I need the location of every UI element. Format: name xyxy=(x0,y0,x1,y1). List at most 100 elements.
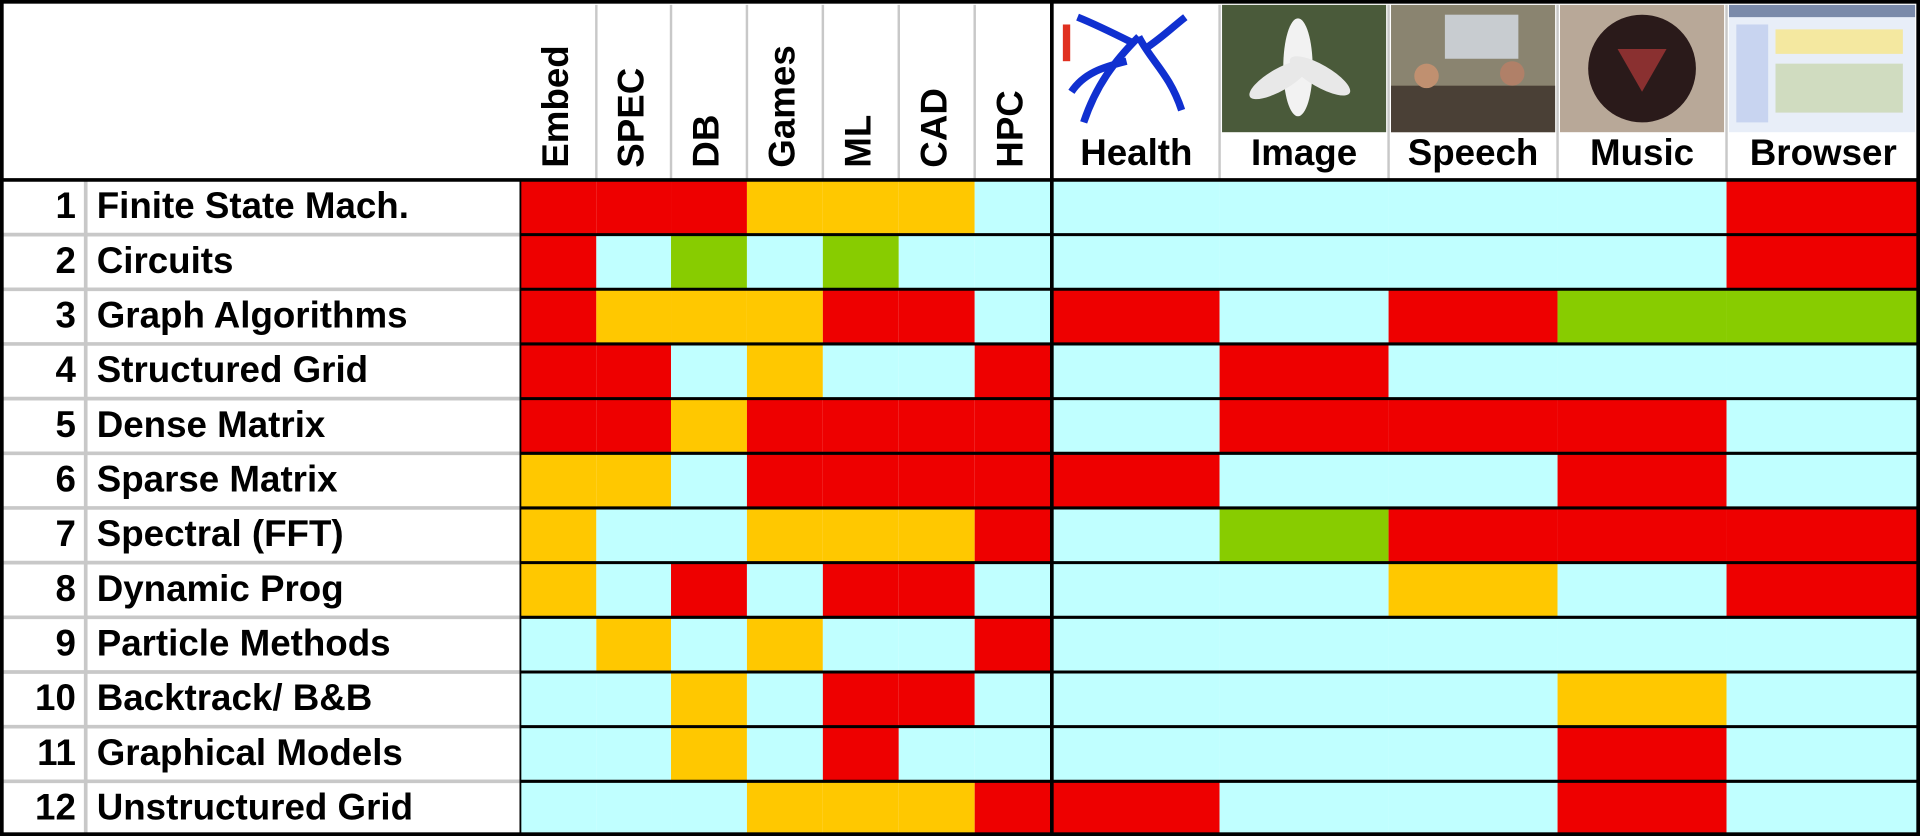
cell xyxy=(671,727,747,782)
cell xyxy=(596,180,671,235)
cell xyxy=(899,508,975,563)
cell xyxy=(899,672,975,727)
cell xyxy=(671,399,747,454)
cell xyxy=(899,344,975,399)
cell xyxy=(520,727,596,782)
column-label: ML xyxy=(838,115,879,168)
cell xyxy=(899,453,975,508)
cell xyxy=(899,617,975,672)
cell xyxy=(1558,235,1727,290)
app-label: Music xyxy=(1590,132,1694,173)
cell xyxy=(1053,235,1220,290)
row-number: 10 xyxy=(35,677,76,718)
row-number: 6 xyxy=(55,459,75,500)
cell xyxy=(1727,672,1920,727)
cell xyxy=(975,781,1053,836)
cell xyxy=(520,453,596,508)
cell xyxy=(1727,563,1920,618)
cell xyxy=(975,453,1053,508)
cell xyxy=(823,344,899,399)
cell xyxy=(1220,781,1389,836)
cell xyxy=(671,781,747,836)
cell xyxy=(1727,235,1920,290)
cell xyxy=(1053,727,1220,782)
cell xyxy=(823,453,899,508)
cell xyxy=(596,672,671,727)
cell xyxy=(747,508,823,563)
cell xyxy=(671,289,747,344)
cell xyxy=(1558,289,1727,344)
column-label: CAD xyxy=(913,88,954,168)
cell xyxy=(520,344,596,399)
cell xyxy=(1389,672,1558,727)
cell xyxy=(520,289,596,344)
browser-image xyxy=(1729,5,1915,132)
app-label: Browser xyxy=(1750,132,1897,173)
cell xyxy=(747,289,823,344)
cell xyxy=(899,289,975,344)
row-name: Graph Algorithms xyxy=(97,295,408,336)
cell xyxy=(1558,399,1727,454)
image-image xyxy=(1222,5,1386,132)
cell xyxy=(1220,344,1389,399)
cell xyxy=(520,235,596,290)
row-number: 7 xyxy=(55,513,75,554)
page: EmbedSPECDBGamesMLCADHPCHealthImageSpeec… xyxy=(0,0,1920,836)
cell xyxy=(1558,508,1727,563)
cell xyxy=(747,344,823,399)
cell xyxy=(823,508,899,563)
cell xyxy=(1220,617,1389,672)
row-name: Unstructured Grid xyxy=(97,787,413,828)
cell xyxy=(747,453,823,508)
cell xyxy=(1727,180,1920,235)
row-name: Dynamic Prog xyxy=(97,568,344,609)
cell xyxy=(596,508,671,563)
cell xyxy=(671,180,747,235)
column-label: SPEC xyxy=(610,68,651,168)
cell xyxy=(1558,344,1727,399)
cell xyxy=(823,672,899,727)
row-name: Finite State Mach. xyxy=(97,185,409,226)
cell xyxy=(1053,453,1220,508)
cell xyxy=(671,453,747,508)
cell xyxy=(823,563,899,618)
cell xyxy=(975,344,1053,399)
speech-image xyxy=(1391,5,1555,132)
cell xyxy=(1053,672,1220,727)
column-label: HPC xyxy=(989,90,1030,168)
cell xyxy=(671,563,747,618)
cell xyxy=(1389,235,1558,290)
cell xyxy=(1220,508,1389,563)
cell xyxy=(899,563,975,618)
cell xyxy=(1053,617,1220,672)
column-label: Embed xyxy=(535,45,576,167)
row-number: 5 xyxy=(55,404,75,445)
row-name: Particle Methods xyxy=(97,623,391,664)
cell xyxy=(899,781,975,836)
row-number: 1 xyxy=(55,185,75,226)
cell xyxy=(1220,727,1389,782)
cell xyxy=(1558,727,1727,782)
cell xyxy=(1389,180,1558,235)
row-number: 4 xyxy=(55,349,76,390)
cell xyxy=(1727,617,1920,672)
music-image xyxy=(1560,5,1724,132)
cell xyxy=(1727,289,1920,344)
app-label: Health xyxy=(1080,132,1192,173)
heat-map-table: EmbedSPECDBGamesMLCADHPCHealthImageSpeec… xyxy=(0,0,1920,836)
cell xyxy=(1558,672,1727,727)
cell xyxy=(823,617,899,672)
column-label: DB xyxy=(686,115,727,168)
cell xyxy=(975,617,1053,672)
cell xyxy=(671,672,747,727)
cell xyxy=(1053,781,1220,836)
cell xyxy=(975,235,1053,290)
cell xyxy=(747,781,823,836)
row-name: Backtrack/ B&B xyxy=(97,677,373,718)
row-name: Spectral (FFT) xyxy=(97,513,344,554)
cell xyxy=(899,235,975,290)
row-number: 9 xyxy=(55,623,75,664)
cell xyxy=(520,399,596,454)
cell xyxy=(975,289,1053,344)
cell xyxy=(747,617,823,672)
